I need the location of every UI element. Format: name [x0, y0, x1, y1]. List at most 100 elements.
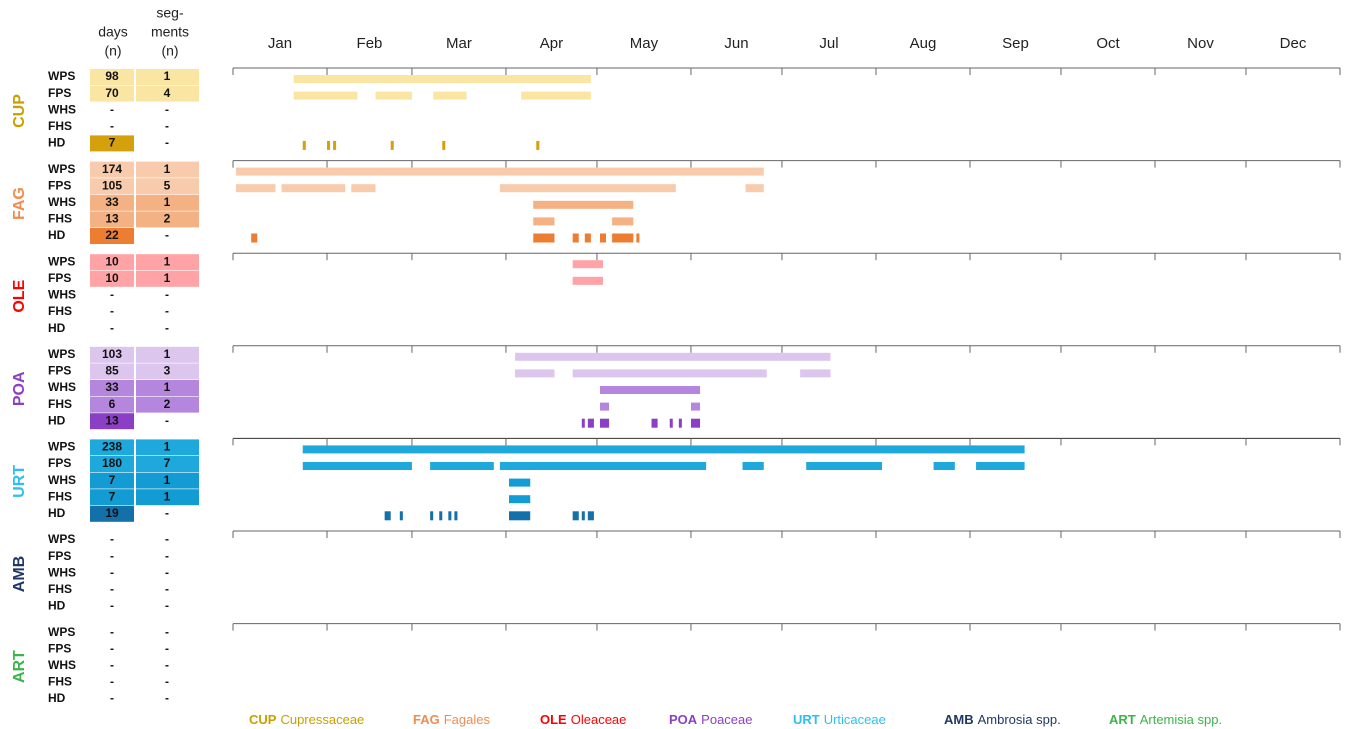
- segments-value: -: [165, 506, 169, 520]
- days-value: 85: [105, 364, 119, 378]
- days-value: 174: [102, 162, 122, 176]
- month-label: Dec: [1280, 35, 1307, 52]
- days-value: 22: [105, 228, 119, 242]
- days-value: -: [110, 102, 114, 116]
- days-cell: [90, 346, 134, 363]
- segments-value: 1: [164, 254, 171, 268]
- month-label: Apr: [540, 35, 563, 52]
- segments-value: -: [165, 413, 169, 427]
- season-bar: [293, 91, 358, 100]
- month-label: Jul: [819, 35, 838, 52]
- row-label: FPS: [48, 549, 71, 563]
- segments-value: 1: [164, 473, 171, 487]
- season-bar: [251, 233, 258, 243]
- segments-value: 5: [164, 178, 171, 192]
- segments-cell: [136, 254, 199, 271]
- season-bar: [636, 233, 640, 243]
- days-value: 10: [105, 271, 119, 285]
- segments-cell: [136, 161, 199, 178]
- row-label: WHS: [48, 473, 76, 487]
- segments-cell: [136, 472, 199, 489]
- season-bar: [390, 140, 394, 150]
- row-label: FPS: [48, 641, 71, 655]
- row-label: FHS: [48, 304, 72, 318]
- season-bar: [612, 217, 634, 226]
- group-label: CUP: [11, 94, 28, 128]
- season-bar: [439, 511, 443, 521]
- season-bar: [499, 184, 676, 193]
- row-label: HD: [48, 321, 66, 335]
- days-value: -: [110, 288, 114, 302]
- segments-header: ments: [151, 24, 189, 40]
- days-value: 180: [102, 456, 122, 470]
- segments-value: -: [165, 641, 169, 655]
- segments-value: -: [165, 288, 169, 302]
- season-bar: [806, 462, 883, 470]
- days-value: -: [110, 658, 114, 672]
- season-bar: [933, 462, 955, 470]
- season-bar: [581, 418, 585, 428]
- season-bar: [587, 418, 594, 428]
- season-bar: [508, 511, 531, 521]
- segments-cell: [136, 194, 199, 211]
- days-value: 13: [105, 212, 119, 226]
- segments-header: (n): [161, 43, 178, 59]
- row-label: FPS: [48, 456, 71, 470]
- segments-value: -: [165, 675, 169, 689]
- segments-value: -: [165, 119, 169, 133]
- days-value: 7: [109, 473, 116, 487]
- legend-entry: OLE Oleaceae: [540, 712, 626, 727]
- group-label: POA: [11, 371, 28, 406]
- row-label: FHS: [48, 582, 72, 596]
- days-value: -: [110, 691, 114, 705]
- season-bar: [742, 462, 764, 470]
- days-value: -: [110, 532, 114, 546]
- row-label: WHS: [48, 565, 76, 579]
- season-bar: [521, 91, 591, 100]
- legend-code: POA: [669, 712, 698, 727]
- legend-entry: ART Artemisia spp.: [1109, 712, 1222, 727]
- season-bar: [515, 352, 831, 361]
- days-cell: [90, 69, 134, 85]
- legend-entry: CUP Cupressaceae: [249, 712, 364, 727]
- days-value: 70: [105, 86, 119, 100]
- season-bar: [499, 462, 707, 470]
- days-header: (n): [104, 43, 121, 59]
- legend-code: OLE: [540, 712, 567, 727]
- row-label: HD: [48, 599, 66, 613]
- days-value: -: [110, 582, 114, 596]
- days-value: -: [110, 119, 114, 133]
- legend-name: Poaceae: [701, 712, 752, 727]
- segments-cell: [136, 456, 199, 472]
- days-cell: [90, 456, 134, 472]
- segments-cell: [136, 439, 199, 456]
- days-value: -: [110, 675, 114, 689]
- segments-value: 3: [164, 364, 171, 378]
- days-value: 13: [105, 413, 119, 427]
- group-label: ART: [11, 650, 28, 683]
- season-bar: [572, 276, 604, 285]
- row-label: WPS: [48, 440, 75, 454]
- days-cell: [90, 413, 134, 430]
- legend-name: Cupressaceae: [280, 712, 364, 727]
- days-cell: [90, 211, 134, 228]
- segments-cell: [136, 85, 199, 102]
- season-bar: [281, 184, 346, 193]
- season-bar: [515, 369, 555, 378]
- days-value: -: [110, 321, 114, 335]
- days-value: 7: [109, 489, 116, 503]
- segments-value: -: [165, 658, 169, 672]
- month-label: May: [630, 35, 659, 52]
- days-cell: [90, 135, 134, 152]
- legend-code: FAG: [413, 712, 440, 727]
- segments-value: -: [165, 532, 169, 546]
- month-label: Nov: [1187, 35, 1214, 52]
- season-bar: [454, 511, 458, 521]
- segments-cell: [136, 270, 199, 287]
- days-value: -: [110, 304, 114, 318]
- row-label: WPS: [48, 162, 75, 176]
- season-bar: [508, 478, 531, 487]
- legend-name: Ambrosia spp.: [978, 712, 1061, 727]
- segments-value: -: [165, 228, 169, 242]
